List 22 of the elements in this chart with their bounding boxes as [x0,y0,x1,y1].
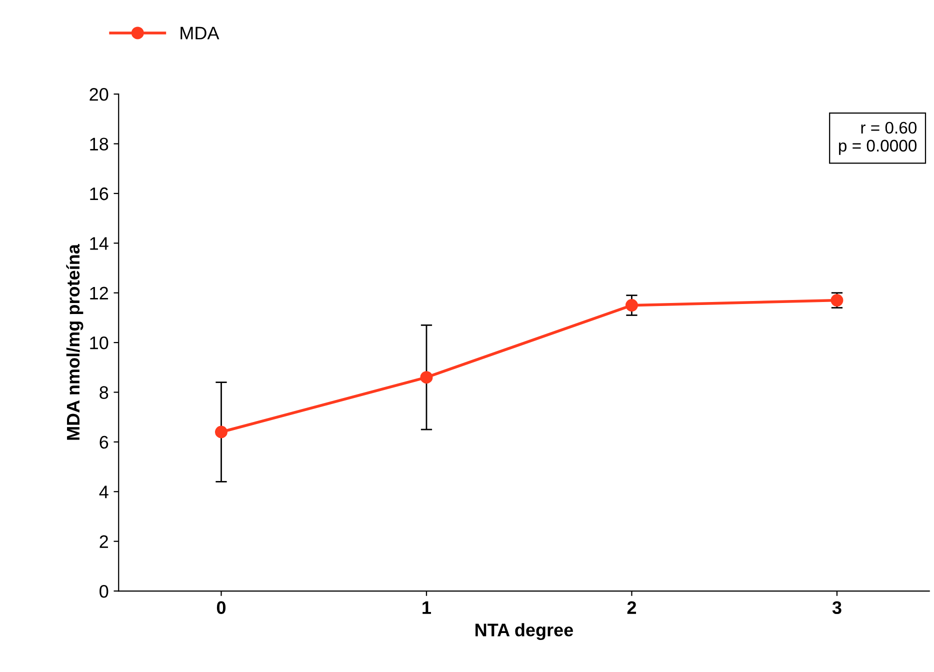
x-tick-label: 3 [832,601,842,614]
legend-label: MDA [180,26,220,40]
y-tick-label: 18 [90,138,108,150]
x-axis-title: NTA degree [476,623,574,640]
x-tick-label: 0 [216,601,226,614]
x-tick-label: 1 [422,601,431,614]
y-tick-label: 20 [90,88,108,101]
point [625,299,638,312]
y-axis-title: MDA nmol/mg proteína [66,244,84,440]
point [420,371,433,384]
y-tick-label: 0 [100,584,108,598]
y-tick-label: 2 [100,535,108,548]
y-tick-label: 4 [99,486,108,498]
y-tick-label: 16 [90,187,108,200]
annotation: r = 0.60 p = 0.0000 [839,122,917,155]
y-tick-label: 12 [90,286,108,300]
y-tick-label: 6 [100,436,108,449]
point [214,426,228,438]
x-tick-label: 2 [627,601,636,614]
y-tick-label: 14 [90,237,108,250]
y-tick-label: 10 [90,336,108,350]
y-tick-label: 8 [100,386,108,399]
